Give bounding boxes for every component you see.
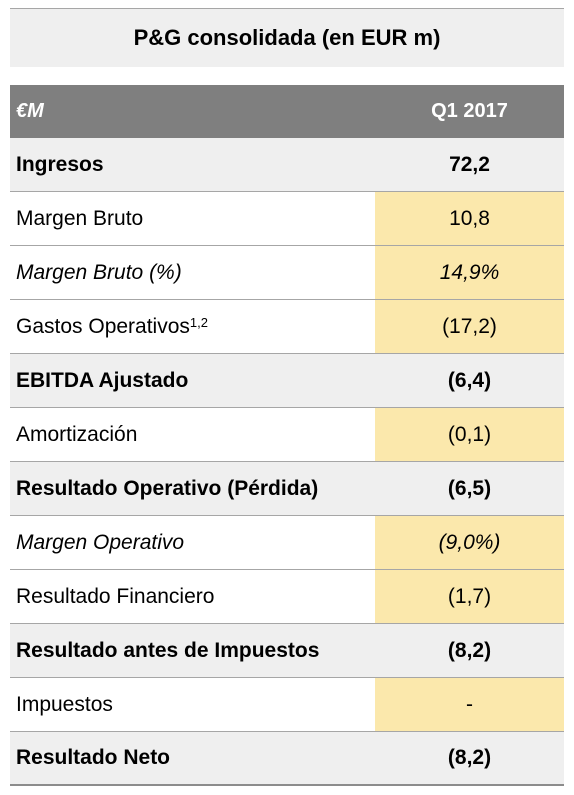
- row-value: (17,2): [375, 300, 564, 353]
- row-label: Impuestos: [16, 692, 113, 716]
- row-value: 14,9%: [375, 246, 564, 299]
- row-label: Margen Bruto (%): [16, 260, 182, 284]
- row-value: (6,4): [447, 368, 492, 392]
- table-row-impuestos: Impuestos -: [10, 678, 564, 732]
- table-row-resultado-neto: Resultado Neto (8,2): [10, 732, 564, 786]
- row-value: -: [375, 678, 564, 731]
- header-units-label: €M: [16, 100, 44, 122]
- footnote-ref: 1,2: [189, 315, 208, 330]
- table-row-margen-bruto-pct: Margen Bruto (%) 14,9%: [10, 246, 564, 300]
- table-row-margen-operativo: Margen Operativo (9,0%): [10, 516, 564, 570]
- table-row-margen-bruto: Margen Bruto 10,8: [10, 192, 564, 246]
- table-row-ingresos: Ingresos 72,2: [10, 138, 564, 192]
- row-value: (0,1): [375, 408, 564, 461]
- row-value: (1,7): [375, 570, 564, 623]
- row-value: 72,2: [449, 152, 490, 176]
- row-label: Resultado Financiero: [16, 584, 215, 608]
- table-row-resultado-financiero: Resultado Financiero (1,7): [10, 570, 564, 624]
- row-value: (9,0%): [375, 516, 564, 569]
- row-label: Amortización: [16, 422, 138, 446]
- table-row-resultado-operativo: Resultado Operativo (Pérdida) (6,5): [10, 462, 564, 516]
- row-label: Gastos Operativos 1,2: [16, 314, 208, 338]
- row-label: Margen Bruto: [16, 206, 144, 230]
- row-value: (8,2): [447, 638, 492, 662]
- row-value: (8,2): [447, 746, 492, 769]
- table-title: P&G consolidada (en EUR m): [10, 8, 564, 67]
- table-header-row: €M Q1 2017: [10, 85, 564, 138]
- row-label: Resultado Operativo (Pérdida): [16, 476, 319, 500]
- row-value: (6,5): [447, 476, 492, 500]
- row-label: Ingresos: [16, 152, 104, 176]
- row-label: Resultado Neto: [16, 746, 171, 769]
- row-value: 10,8: [375, 192, 564, 245]
- table-row-gastos-operativos: Gastos Operativos 1,2 (17,2): [10, 300, 564, 354]
- pnl-table: €M Q1 2017 Ingresos 72,2 Margen Bruto 10…: [10, 85, 564, 786]
- row-label: Resultado antes de Impuestos: [16, 638, 320, 662]
- table-row-amortizacion: Amortización (0,1): [10, 408, 564, 462]
- row-label: EBITDA Ajustado: [16, 368, 189, 392]
- table-row-resultado-antes-impuestos: Resultado antes de Impuestos (8,2): [10, 624, 564, 678]
- table-row-ebitda-ajustado: EBITDA Ajustado (6,4): [10, 354, 564, 408]
- header-period-label: Q1 2017: [431, 100, 508, 122]
- row-label: Margen Operativo: [16, 530, 185, 554]
